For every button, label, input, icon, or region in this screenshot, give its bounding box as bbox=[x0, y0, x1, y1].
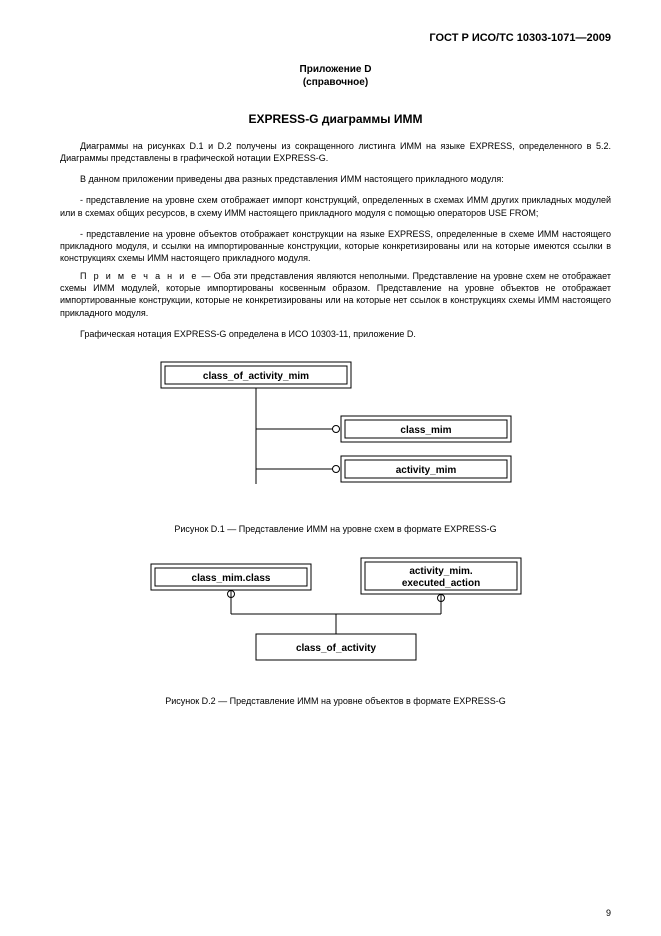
document-header: ГОСТ Р ИСО/ТС 10303-1071—2009 bbox=[60, 32, 611, 44]
section-title: EXPRESS-G диаграммы ИММ bbox=[60, 112, 611, 126]
d1-box2-label: class_mim bbox=[400, 425, 451, 436]
paragraph: Диаграммы на рисунках D.1 и D.2 получены… bbox=[60, 140, 611, 164]
d1-box1-label: class_of_activity_mim bbox=[202, 371, 308, 382]
note-prefix: П р и м е ч а н и е bbox=[80, 271, 198, 281]
note: П р и м е ч а н и е — Оба эти представле… bbox=[60, 270, 611, 319]
figure-d2: class_mim.class activity_mim. executed_a… bbox=[60, 556, 611, 686]
annex-subtitle: (справочное) bbox=[60, 77, 611, 88]
figure-d1: class_of_activity_mim class_mim activity… bbox=[60, 354, 611, 514]
paragraph: - представление на уровне объектов отобр… bbox=[60, 228, 611, 264]
d2-box1-label: class_mim.class bbox=[191, 573, 270, 584]
diagram-svg-2: class_mim.class activity_mim. executed_a… bbox=[121, 556, 551, 686]
annex-label: Приложение D bbox=[60, 64, 611, 75]
figure-d1-caption: Рисунок D.1 — Представление ИММ на уровн… bbox=[60, 524, 611, 534]
d2-box2-line2: executed_action bbox=[401, 578, 479, 589]
paragraph: - представление на уровне схем отображае… bbox=[60, 194, 611, 218]
diagram-svg: class_of_activity_mim class_mim activity… bbox=[121, 354, 551, 514]
figure-d2-caption: Рисунок D.2 — Представление ИММ на уровн… bbox=[60, 696, 611, 706]
d2-box2-line1: activity_mim. bbox=[409, 566, 473, 577]
d1-box3-label: activity_mim bbox=[395, 465, 456, 476]
d2-box3-label: class_of_activity bbox=[295, 643, 375, 654]
paragraph: В данном приложении приведены два разных… bbox=[60, 173, 611, 185]
page: ГОСТ Р ИСО/ТС 10303-1071—2009 Приложение… bbox=[0, 0, 661, 936]
paragraph: Графическая нотация EXPRESS-G определена… bbox=[60, 328, 611, 340]
page-number: 9 bbox=[606, 908, 611, 918]
